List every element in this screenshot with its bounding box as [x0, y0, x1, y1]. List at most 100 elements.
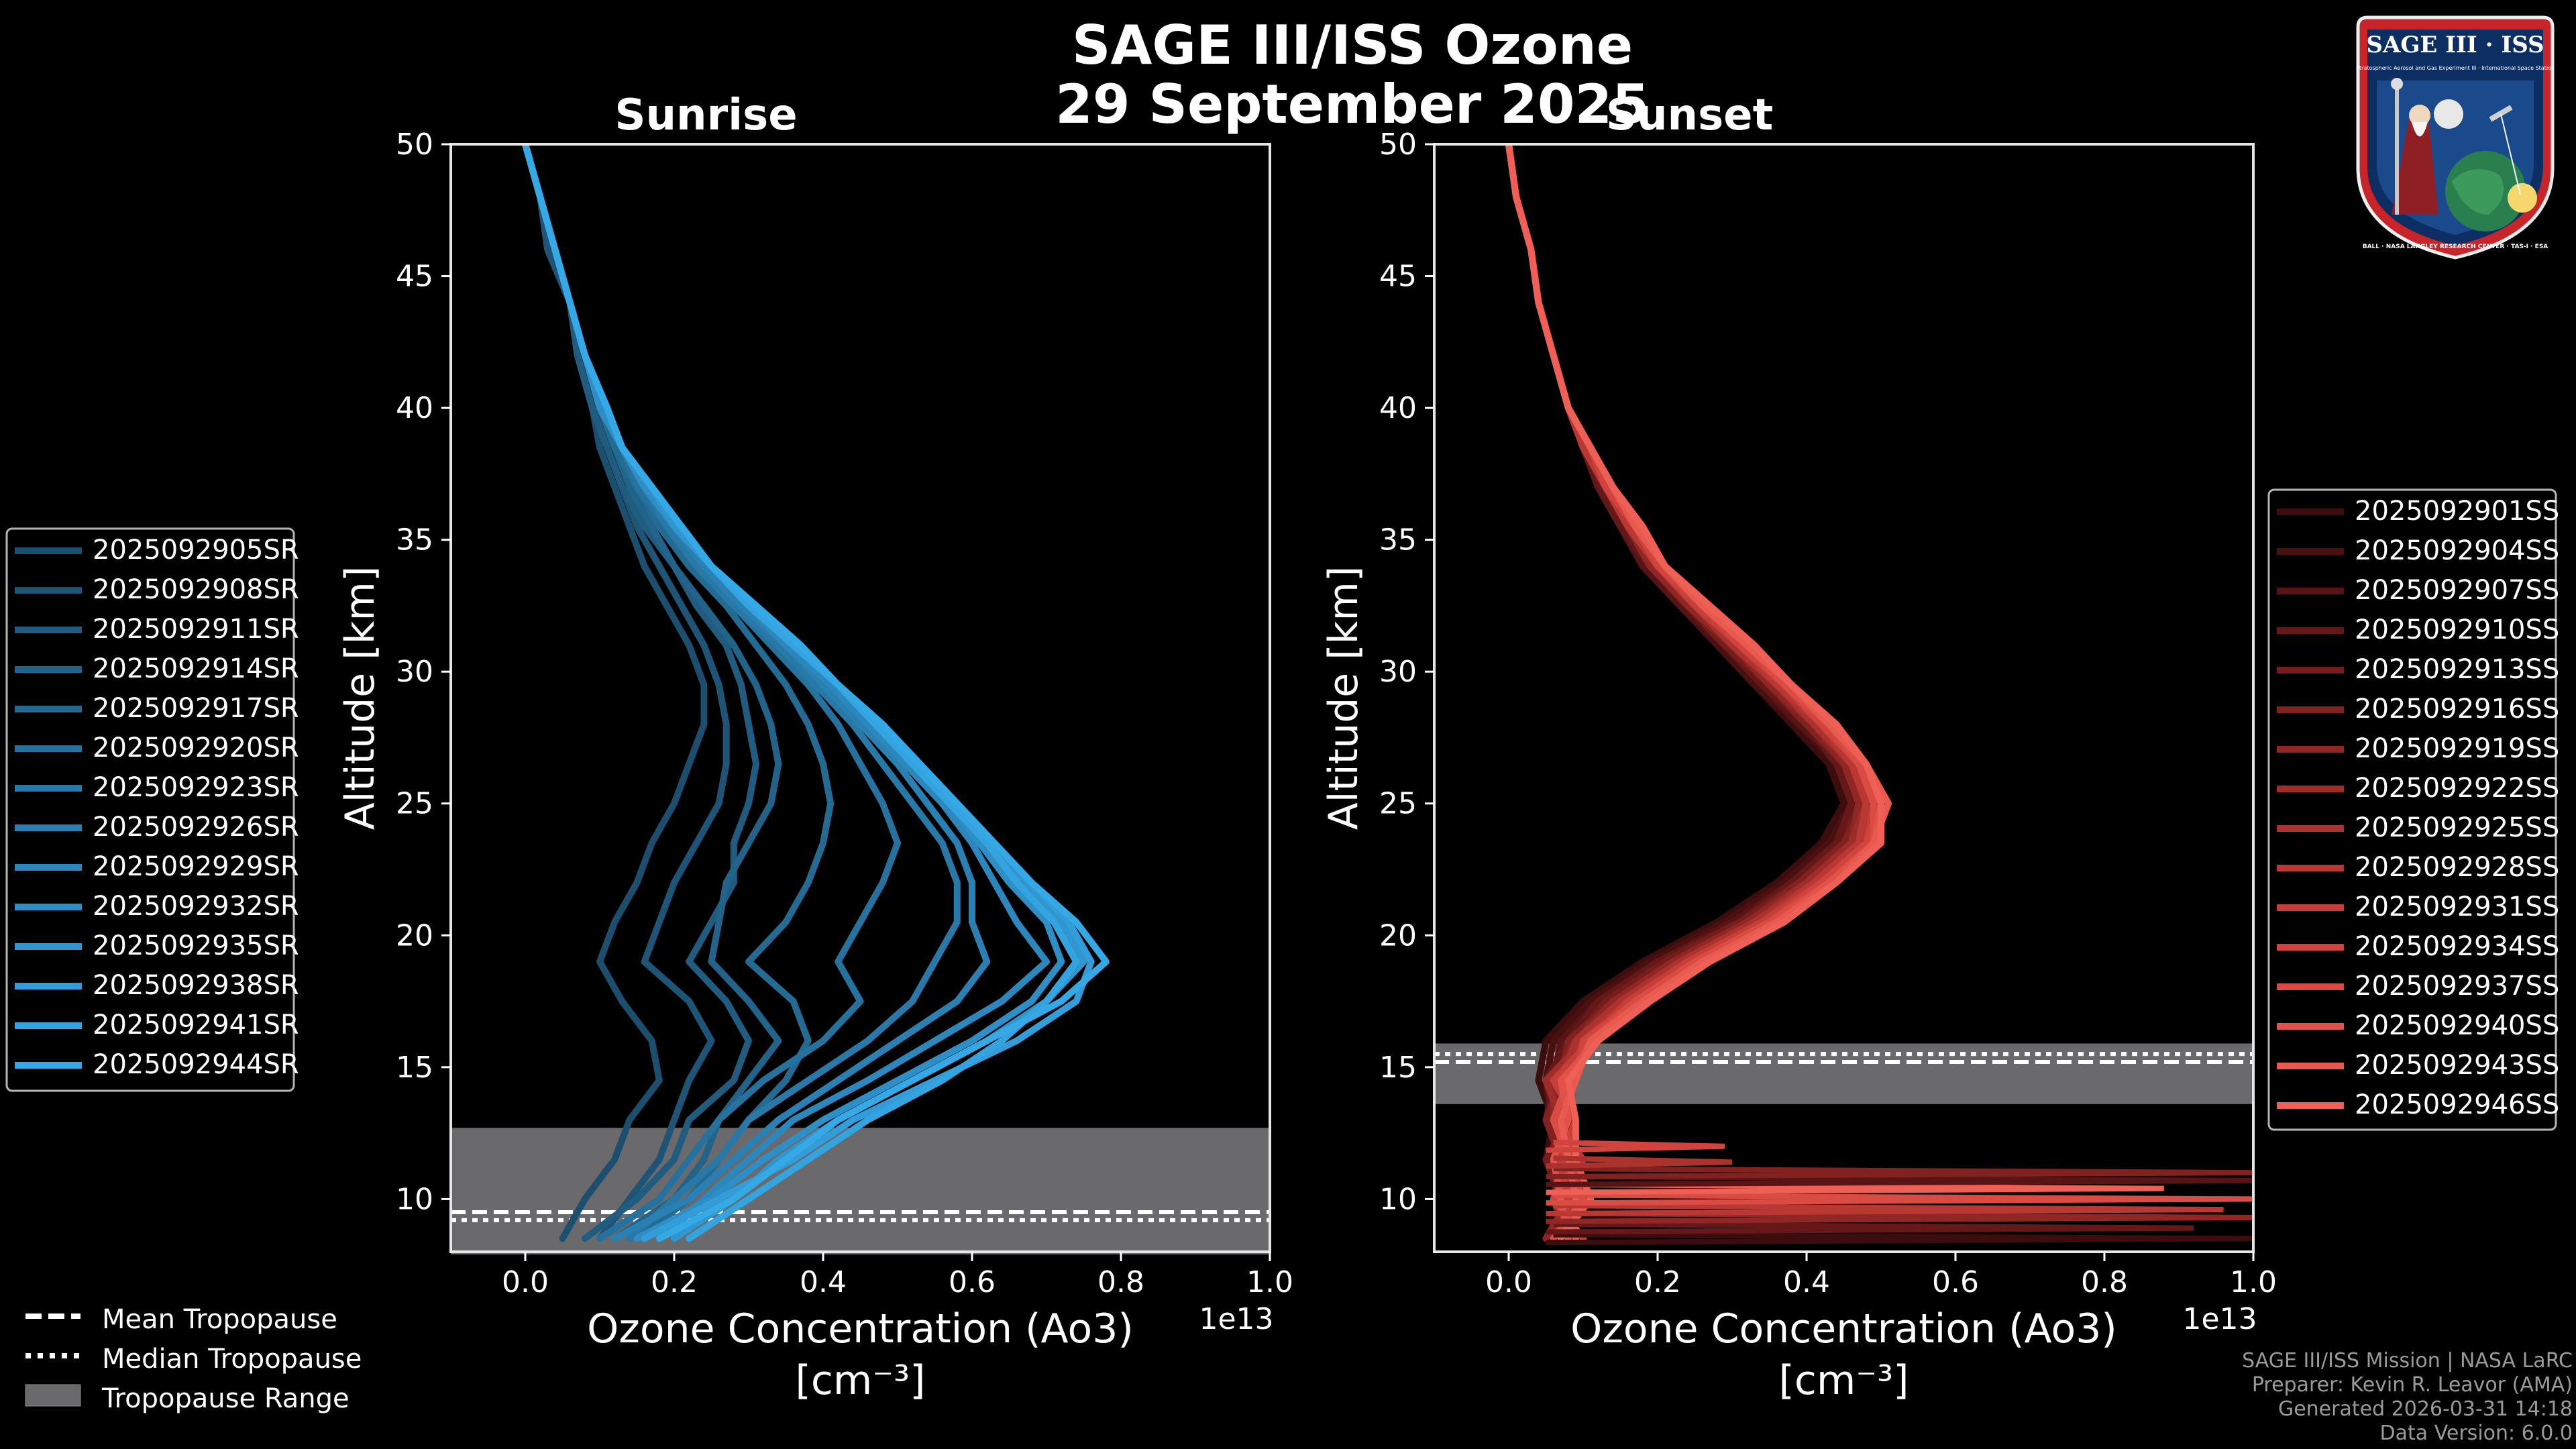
x-axis-label: Ozone Concentration (Ao3) [1570, 1305, 2117, 1352]
sage-mission-badge: SAGE III · ISS Stratospheric Aerosol and… [2356, 15, 2555, 260]
noise-spike [1546, 1221, 2194, 1235]
legend-label: 2025092929SR [93, 851, 299, 882]
legend-label: 2025092937SS [2355, 971, 2559, 1002]
noise-spike [1546, 1211, 2253, 1224]
sunrise-legend: 2025092905SR 2025092908SR 2025092911SR 2025… [5, 527, 299, 1092]
legend-label: 2025092941SR [93, 1010, 299, 1040]
plot-frame [1433, 143, 2255, 1253]
x-tick-label: 1.0 [2230, 1265, 2277, 1299]
noise-spike [1546, 1166, 2253, 1179]
sun-icon [2508, 183, 2537, 213]
credits: SAGE III/ISS Mission | NASA LaRC Prepare… [2242, 1349, 2573, 1445]
x-tick-label: 0.4 [800, 1265, 847, 1299]
badge-name: SAGE III · ISS [2366, 32, 2544, 58]
y-axis-label: Altitude [km] [337, 566, 384, 830]
legend-label: 2025092940SS [2355, 1010, 2559, 1041]
legend-label: 2025092910SS [2355, 614, 2559, 645]
profile-line-2025092911SR [522, 144, 760, 1242]
credit-line: Preparer: Kevin R. Leavor (AMA) [2252, 1373, 2573, 1397]
x-axis-units: [cm⁻³] [796, 1357, 926, 1404]
legend-label: 2025092934SS [2355, 931, 2559, 962]
profile-line-2025092946SS [1505, 144, 1884, 1242]
legend-label: 2025092907SS [2355, 575, 2559, 606]
moon-icon [2434, 99, 2463, 129]
x-tick-label: 0.8 [1097, 1265, 1144, 1299]
y-tick-label: 10 [1379, 1182, 1417, 1216]
legend-label: 2025092904SS [2355, 535, 2559, 566]
legend-label: 2025092901SS [2355, 496, 2559, 527]
tropopause-legend-label: Tropopause Range [101, 1383, 350, 1414]
credit-line: SAGE III/ISS Mission | NASA LaRC [2242, 1349, 2573, 1373]
y-tick-label: 35 [396, 523, 433, 557]
x-tick-label: 0.2 [1634, 1265, 1681, 1299]
x-tick-label: 0.4 [1783, 1265, 1830, 1299]
tropopause-range-swatch [25, 1384, 81, 1407]
profile-line-2025092944SR [522, 144, 1110, 1242]
legend-label: 2025092926SR [93, 812, 299, 843]
y-axis-label: Altitude [km] [1320, 566, 1367, 830]
x-tick-label: 0.0 [502, 1265, 549, 1299]
tropopause-range-band [451, 1128, 1270, 1254]
y-tick-label: 20 [396, 918, 433, 953]
credit-line: Data Version: 6.0.0 [2380, 1421, 2573, 1445]
tropopause-legend: Mean Tropopause Median Tropopause Tropopau… [25, 1304, 362, 1414]
panel-title: Sunset [1606, 91, 1773, 140]
legend-label: 2025092944SR [93, 1049, 299, 1080]
y-tick-label: 50 [396, 127, 433, 162]
legend-label: 2025092932SR [93, 891, 299, 922]
tropopause-legend-label: Mean Tropopause [102, 1304, 337, 1335]
x-tick-label: 0.0 [1485, 1265, 1532, 1299]
legend-label: 2025092905SR [93, 535, 299, 566]
y-tick-label: 30 [1379, 655, 1417, 689]
plot-frame [449, 143, 1271, 1253]
legend-label: 2025092925SS [2355, 812, 2559, 843]
badge-subtitle: Stratospheric Aerosol and Gas Experiment… [2356, 65, 2555, 71]
x-tick-label: 0.2 [651, 1265, 698, 1299]
y-tick-label: 20 [1379, 918, 1417, 953]
noise-spike [1546, 1203, 2224, 1216]
credit-line: Generated 2026-03-31 14:18 [2278, 1397, 2573, 1421]
x-axis-units: [cm⁻³] [1779, 1357, 1909, 1404]
y-tick-label: 45 [396, 260, 433, 294]
legend-label: 2025092913SS [2355, 654, 2559, 685]
x-tick-label: 0.8 [2081, 1265, 2128, 1299]
legend-frame [2267, 488, 2557, 1131]
legend-label: 2025092917SR [93, 693, 299, 724]
space-station-icon [2489, 105, 2513, 122]
legend-label: 2025092908SR [93, 574, 299, 605]
legend-label: 2025092938SR [93, 970, 299, 1001]
y-tick-label: 10 [396, 1182, 433, 1216]
x-axis-label: Ozone Concentration (Ao3) [587, 1305, 1134, 1352]
noise-spike [1546, 1139, 1725, 1153]
noise-spike [1546, 1232, 2253, 1246]
y-tick-label: 25 [396, 787, 433, 821]
legend-label: 2025092923SR [93, 772, 299, 803]
x-offset-text: 1e13 [1199, 1302, 1273, 1336]
legend-label: 2025092916SS [2355, 694, 2559, 724]
legend-label: 2025092919SS [2355, 733, 2559, 764]
sunset-legend: 2025092901SS 2025092904SS 2025092907SS 2025… [2267, 488, 2559, 1131]
figure-title-line2: 29 September 2025 [1055, 73, 1650, 136]
y-tick-label: 30 [396, 655, 433, 689]
noise-spike [1546, 1155, 1733, 1169]
legend-label: 2025092922SS [2355, 773, 2559, 804]
y-tick-label: 15 [1379, 1051, 1417, 1085]
panel-title: Sunrise [614, 91, 797, 140]
x-offset-text: 1e13 [2182, 1302, 2257, 1336]
y-tick-label: 40 [396, 391, 433, 425]
sunset-panel: 0.0 0.2 0.4 0.6 0.8 1.0 10 15 20 25 30 35 40 45 50 Suns… [1320, 91, 2277, 1404]
tropopause-legend-label: Median Tropopause [102, 1344, 362, 1375]
legend-label: 2025092931SS [2355, 892, 2559, 922]
wizard-icon [2392, 111, 2438, 215]
legend-label: 2025092943SS [2355, 1050, 2559, 1081]
y-tick-label: 45 [1379, 260, 1417, 294]
x-tick-label: 0.6 [949, 1265, 996, 1299]
figure-title-line1: SAGE III/ISS Ozone [1072, 14, 1633, 76]
badge-ring-text: BALL · NASA LANGLEY RESEARCH CENTER · TA… [2363, 244, 2548, 250]
legend-label: 2025092911SR [93, 614, 299, 645]
y-tick-label: 15 [396, 1051, 433, 1085]
legend-label: 2025092935SR [93, 930, 299, 961]
legend-label: 2025092928SS [2355, 852, 2559, 883]
legend-label: 2025092946SS [2355, 1089, 2559, 1120]
